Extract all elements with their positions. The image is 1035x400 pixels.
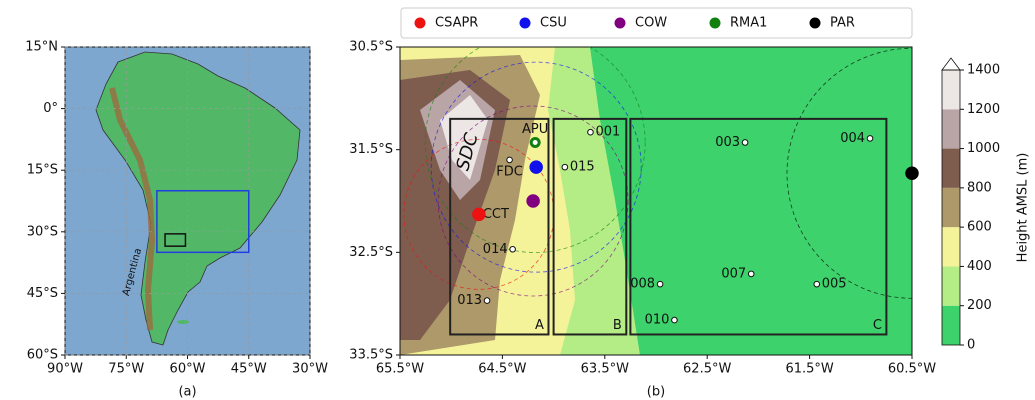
x-tick-label: 62.5°W — [683, 362, 731, 377]
station-label: 005 — [822, 277, 847, 292]
station — [748, 271, 754, 277]
colorbar-segment — [942, 188, 960, 227]
legend-marker — [615, 18, 626, 29]
legend-label: RMA1 — [730, 16, 767, 31]
legend-label: CSU — [540, 16, 567, 31]
station-label: 015 — [570, 160, 595, 175]
colorbar-tick-label: 800 — [967, 180, 992, 195]
legend-marker — [520, 18, 531, 29]
box-label: A — [535, 318, 544, 333]
y-tick-label: 15°N — [25, 40, 58, 55]
y-tick-label: 31.5°S — [349, 142, 393, 157]
station-label: 004 — [840, 131, 865, 146]
legend-label: CSAPR — [435, 16, 478, 31]
x-tick-label: 61.5°W — [785, 362, 833, 377]
colorbar-segment — [942, 109, 960, 148]
y-tick-label: 60°S — [27, 348, 58, 363]
legend-label: PAR — [830, 16, 855, 31]
colorbar-tick-label: 600 — [967, 220, 992, 235]
colorbar-segment — [942, 149, 960, 188]
map-b-terrain — [400, 47, 912, 355]
colorbar-tick-label: 200 — [967, 298, 992, 313]
station-label: CCT — [483, 207, 509, 222]
radar — [527, 195, 539, 207]
figure: 90°W 75°W 60°W 45°W 30°W 15°N 0° 15°S 30°S 45°S 60… — [0, 0, 1035, 400]
station-label: 013 — [457, 293, 482, 308]
x-tick-label: 65.5°W — [376, 362, 424, 377]
colorbar-segment — [942, 227, 960, 266]
station-label: 001 — [595, 125, 620, 140]
x-tick-label: 60.5°W — [888, 362, 936, 377]
caption: (b) — [647, 385, 665, 400]
colorbar-segment — [942, 306, 960, 345]
x-tick-label: 64.5°W — [478, 362, 526, 377]
station-label: 010 — [645, 313, 670, 328]
legend-label: COW — [635, 16, 667, 31]
x-tick-label: 60°W — [170, 362, 206, 377]
station — [510, 246, 516, 252]
station-label: 014 — [483, 242, 508, 257]
y-tick-label: 45°S — [27, 286, 58, 301]
y-tick-label: 15°S — [27, 163, 58, 178]
box-label: B — [613, 318, 622, 333]
x-tick-label: 75°W — [108, 362, 144, 377]
colorbar-tick-label: 400 — [967, 259, 992, 274]
x-tick-label: 90°W — [47, 362, 83, 377]
station — [742, 140, 748, 146]
box-label: C — [873, 318, 882, 333]
colorbar-tick-label: 0 — [967, 338, 975, 353]
x-tick-label: 30°W — [292, 362, 328, 377]
station-label: 003 — [715, 135, 740, 150]
colorbar-segment — [942, 266, 960, 305]
station — [562, 164, 568, 170]
radar — [530, 161, 542, 173]
station-label: FDC — [496, 164, 523, 179]
legend-marker — [415, 18, 426, 29]
station — [657, 281, 663, 287]
station-label: 008 — [630, 277, 655, 292]
y-tick-label: 32.5°S — [349, 245, 393, 260]
radar — [531, 138, 539, 146]
y-tick-label: 33.5°S — [349, 348, 393, 363]
station — [588, 129, 594, 135]
radar — [473, 208, 485, 220]
colorbar-label: Height AMSL (m) — [1016, 153, 1031, 263]
station-label: APU — [522, 122, 548, 137]
station — [484, 298, 490, 304]
radar — [906, 167, 918, 179]
station — [672, 317, 678, 323]
y-tick-label: 30°S — [27, 224, 58, 239]
colorbar-tick-label: 1200 — [967, 102, 1000, 117]
station — [867, 136, 873, 142]
page: 90°W 75°W 60°W 45°W 30°W 15°N 0° 15°S 30°S 45°S 60… — [0, 0, 1035, 400]
x-tick-label: 45°W — [231, 362, 267, 377]
y-tick-label: 0° — [43, 101, 58, 116]
colorbar-tick-label: 1000 — [967, 141, 1000, 156]
legend-marker — [810, 18, 821, 29]
x-tick-label: 63.5°W — [581, 362, 629, 377]
colorbar-segment — [942, 70, 960, 109]
station — [814, 281, 820, 287]
colorbar-tick-label: 1400 — [967, 63, 1000, 78]
station-label: 007 — [721, 266, 746, 281]
y-tick-label: 30.5°S — [349, 40, 393, 55]
map-a-background — [65, 47, 310, 355]
legend-marker — [710, 18, 721, 29]
station — [507, 157, 513, 163]
caption: (a) — [178, 385, 196, 400]
colorbar-extend — [942, 58, 960, 70]
